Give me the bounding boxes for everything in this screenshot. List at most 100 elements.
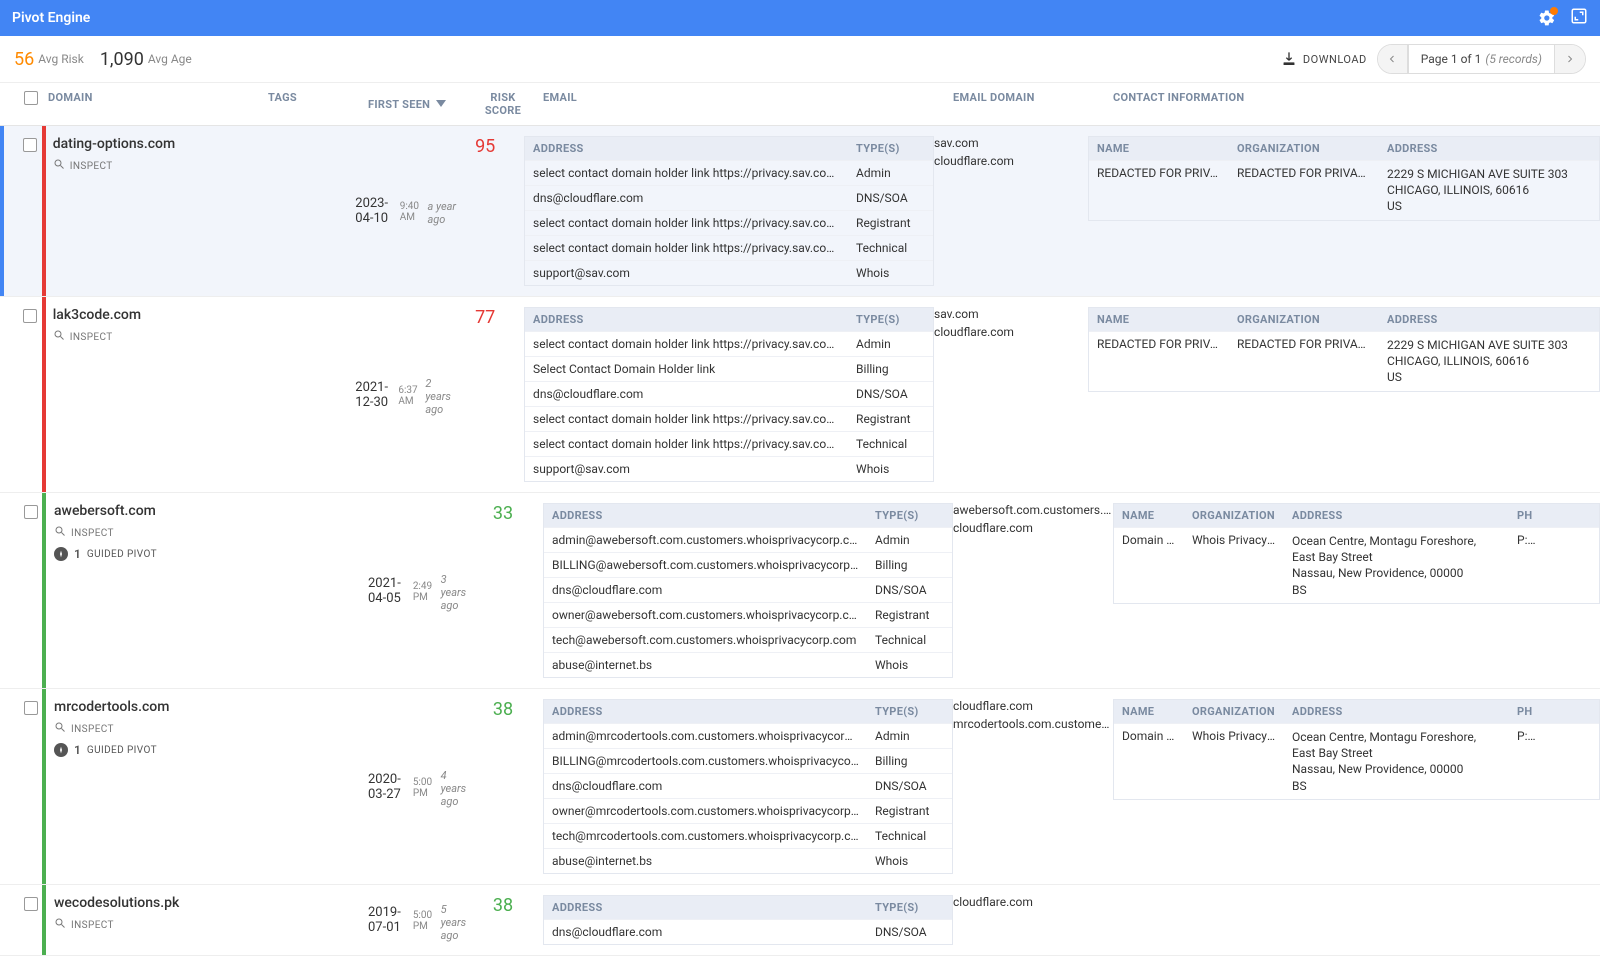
contact-name: REDACTED FOR PRIVACY [1089, 332, 1229, 391]
col-email[interactable]: EMAIL [533, 91, 953, 117]
email-type: DNS/SOA [867, 774, 952, 798]
col-email-domain[interactable]: EMAIL DOMAIN [953, 91, 1113, 117]
pager-next[interactable] [1555, 45, 1585, 73]
notification-dot [1550, 7, 1558, 15]
download-icon [1281, 51, 1297, 67]
first-seen-ago: 5 years ago [441, 903, 473, 942]
select-all-checkbox[interactable] [24, 91, 38, 105]
first-seen-ago: 4 years ago [441, 769, 473, 808]
email-address: support@sav.com [525, 457, 848, 481]
col-tags[interactable]: TAGS [268, 91, 368, 117]
inspect-link[interactable]: INSPECT [54, 721, 258, 737]
app-title: Pivot Engine [12, 10, 90, 26]
inspect-link[interactable]: INSPECT [53, 158, 249, 174]
email-row: tech@awebersoft.com.customers.whoispriva… [544, 627, 952, 652]
email-type: Billing [867, 553, 952, 577]
email-type: Whois [867, 849, 952, 873]
email-row: admin@awebersoft.com.customers.whoispriv… [544, 527, 952, 552]
guided-pivot-link[interactable]: 1GUIDED PIVOT [54, 547, 258, 561]
risk-stripe [42, 297, 46, 492]
contact-address: Ocean Centre, Montagu Foreshore, East Ba… [1284, 528, 1509, 603]
col-first-seen[interactable]: FIRST SEEN [368, 91, 473, 117]
email-type: Technical [867, 628, 952, 652]
email-row: BILLING@mrcodertools.com.customers.whois… [544, 748, 952, 773]
contact-name: Domain Admin [1114, 724, 1184, 799]
email-row: select contact domain holder link https:… [525, 160, 933, 185]
inspect-link[interactable]: INSPECT [54, 917, 258, 933]
domain-name: dating-options.com [53, 136, 249, 152]
first-seen-ago: 2 years ago [425, 377, 456, 416]
email-col-address: ADDRESS [544, 700, 867, 723]
email-row: Select Contact Domain Holder linkBilling [525, 356, 933, 381]
row-checkbox[interactable] [23, 309, 37, 323]
email-address: dns@cloudflare.com [525, 186, 848, 210]
table-row[interactable]: awebersoft.comINSPECT1GUIDED PIVOT2021-0… [0, 493, 1600, 689]
email-type: Registrant [867, 799, 952, 823]
contact-address: 2229 S MICHIGAN AVE SUITE 303CHICAGO, IL… [1379, 332, 1599, 391]
contact-name: REDACTED FOR PRIVACY [1089, 161, 1229, 220]
table-row[interactable]: mrcodertools.comINSPECT1GUIDED PIVOT2020… [0, 689, 1600, 885]
email-address: select contact domain holder link https:… [525, 407, 848, 431]
domain-name: awebersoft.com [54, 503, 258, 519]
settings-icon[interactable] [1538, 9, 1556, 27]
contact-col-address: ADDRESS [1379, 137, 1599, 160]
email-col-types: TYPE(S) [867, 896, 952, 919]
contact-col-org: ORGANIZATION [1229, 308, 1379, 331]
row-checkbox[interactable] [24, 505, 38, 519]
contact-table: NAME ORGANIZATION ADDRESS REDACTED FOR P… [1088, 136, 1600, 221]
guided-pivot-link[interactable]: 1GUIDED PIVOT [54, 743, 258, 757]
email-row: dns@cloudflare.comDNS/SOA [525, 185, 933, 210]
col-risk-score[interactable]: RISK SCORE [473, 91, 533, 117]
email-domain: cloudflare.com [934, 325, 1088, 339]
contact-org: Whois Privacy Corp. [1184, 528, 1284, 603]
inspect-link[interactable]: INSPECT [53, 329, 249, 345]
email-address: abuse@internet.bs [544, 849, 867, 873]
download-button[interactable]: DOWNLOAD [1281, 51, 1367, 67]
pager-info: Page 1 of 1 (5 records) [1408, 45, 1555, 73]
row-checkbox[interactable] [24, 897, 38, 911]
email-row: select contact domain holder link https:… [525, 210, 933, 235]
contact-col-name: NAME [1114, 700, 1184, 723]
table-row[interactable]: wecodesolutions.pkINSPECT2019-07-01 5:00… [0, 885, 1600, 956]
email-address: select contact domain holder link https:… [525, 236, 848, 260]
email-domain: cloudflare.com [953, 699, 1113, 713]
fullscreen-icon[interactable] [1570, 7, 1588, 29]
email-table: ADDRESSTYPE(S)dns@cloudflare.comDNS/SOA [543, 895, 953, 945]
email-type: Technical [848, 432, 933, 456]
pager-prev[interactable] [1378, 45, 1408, 73]
contact-col-address: ADDRESS [1284, 700, 1509, 723]
email-type: Technical [848, 236, 933, 260]
email-domain: sav.com [934, 136, 1088, 150]
email-type: Admin [848, 332, 933, 356]
row-checkbox[interactable] [24, 701, 38, 715]
email-col-address: ADDRESS [525, 137, 848, 160]
email-domain: mrcodertools.com.customers.... [953, 717, 1113, 731]
email-row: select contact domain holder link https:… [525, 406, 933, 431]
email-type: Whois [848, 457, 933, 481]
email-col-types: TYPE(S) [867, 700, 952, 723]
magnifier-icon [54, 917, 66, 933]
tags-cell [268, 895, 368, 945]
row-checkbox[interactable] [23, 138, 37, 152]
magnifier-icon [53, 158, 65, 174]
risk-score: 77 [475, 307, 495, 328]
table-row[interactable]: lak3code.comINSPECT2021-12-30 6:37 AM 2 … [0, 297, 1600, 493]
email-address: select contact domain holder link https:… [525, 432, 848, 456]
email-address: abuse@internet.bs [544, 653, 867, 677]
inspect-link[interactable]: INSPECT [54, 525, 258, 541]
table-row[interactable]: dating-options.comINSPECT2023-04-10 9:40… [0, 126, 1600, 297]
first-seen-time: 5:00 PM [413, 910, 435, 932]
compass-icon [54, 743, 68, 757]
email-table: ADDRESSTYPE(S)select contact domain hold… [524, 136, 934, 286]
col-domain[interactable]: DOMAIN [48, 91, 268, 117]
first-seen-time: 6:37 AM [398, 385, 419, 407]
table-body: dating-options.comINSPECT2023-04-10 9:40… [0, 126, 1600, 956]
email-row: abuse@internet.bsWhois [544, 652, 952, 677]
domain-name: lak3code.com [53, 307, 249, 323]
col-contact[interactable]: CONTACT INFORMATION [1113, 91, 1600, 117]
top-bar: Pivot Engine [0, 0, 1600, 36]
contact-col-phone: PH [1509, 504, 1549, 527]
first-seen-date: 2020-03-27 [368, 772, 407, 802]
risk-score: 38 [493, 895, 513, 916]
contact-name: Domain Admin [1114, 528, 1184, 603]
